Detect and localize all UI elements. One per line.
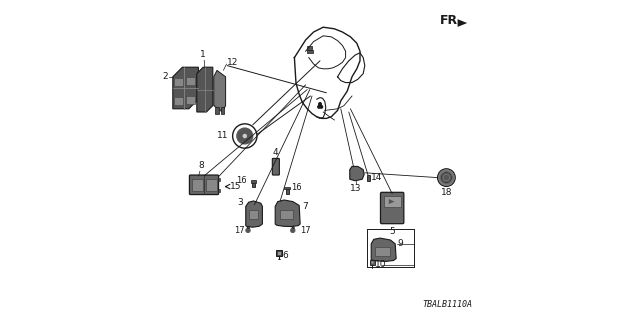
Polygon shape [275,200,300,227]
Polygon shape [214,70,226,112]
Circle shape [291,228,295,233]
Polygon shape [371,238,396,261]
Ellipse shape [441,172,452,183]
FancyBboxPatch shape [273,158,280,175]
Circle shape [246,228,250,233]
Bar [367,175,370,181]
Bar [307,50,313,53]
Bar [206,179,217,191]
Text: 12: 12 [227,58,239,67]
Circle shape [317,106,320,108]
Polygon shape [247,226,250,228]
Polygon shape [173,67,198,109]
Polygon shape [349,166,364,181]
Bar [186,77,195,85]
Text: FR.: FR. [440,14,463,27]
Text: 17: 17 [234,226,245,235]
FancyBboxPatch shape [380,192,404,224]
FancyBboxPatch shape [189,175,219,195]
Bar [370,260,375,265]
Text: 4: 4 [273,148,278,157]
Bar [285,188,289,194]
Bar [371,261,374,264]
Text: 11: 11 [218,132,229,140]
Text: 7: 7 [302,202,307,211]
Text: TBALB1110A: TBALB1110A [422,300,472,309]
Polygon shape [246,201,262,227]
Bar [215,107,219,114]
Text: 18: 18 [441,188,452,197]
Bar [252,181,255,187]
Polygon shape [458,19,467,27]
Circle shape [319,103,321,105]
Circle shape [320,106,323,108]
Text: 3: 3 [237,198,243,207]
Text: 15: 15 [230,182,242,191]
Text: 16: 16 [291,183,302,192]
Ellipse shape [438,169,455,186]
Bar [307,46,312,50]
Polygon shape [388,199,394,204]
Bar [280,210,293,219]
Text: 6: 6 [282,252,288,260]
Text: 9: 9 [397,239,403,248]
Text: 8: 8 [198,161,204,170]
Bar [218,189,220,192]
Bar [285,187,291,189]
Bar [174,97,184,105]
Polygon shape [292,226,294,228]
Bar [192,179,204,191]
Bar [186,96,195,104]
Bar [221,107,224,114]
Bar [276,250,282,256]
Bar [375,247,390,256]
Bar [218,178,220,181]
Text: 14: 14 [371,173,383,182]
Text: 16: 16 [236,176,247,185]
Text: 2: 2 [163,72,168,81]
Bar [251,180,256,183]
Text: 13: 13 [350,184,362,193]
Text: 5: 5 [389,227,395,236]
Bar [249,210,258,219]
Circle shape [243,134,247,138]
Polygon shape [197,67,212,112]
Text: 1: 1 [200,50,206,59]
Bar [174,78,184,86]
Bar [383,196,401,207]
Circle shape [237,128,253,144]
Text: 10: 10 [375,260,387,269]
Text: 17: 17 [300,226,310,235]
Bar [277,251,280,255]
